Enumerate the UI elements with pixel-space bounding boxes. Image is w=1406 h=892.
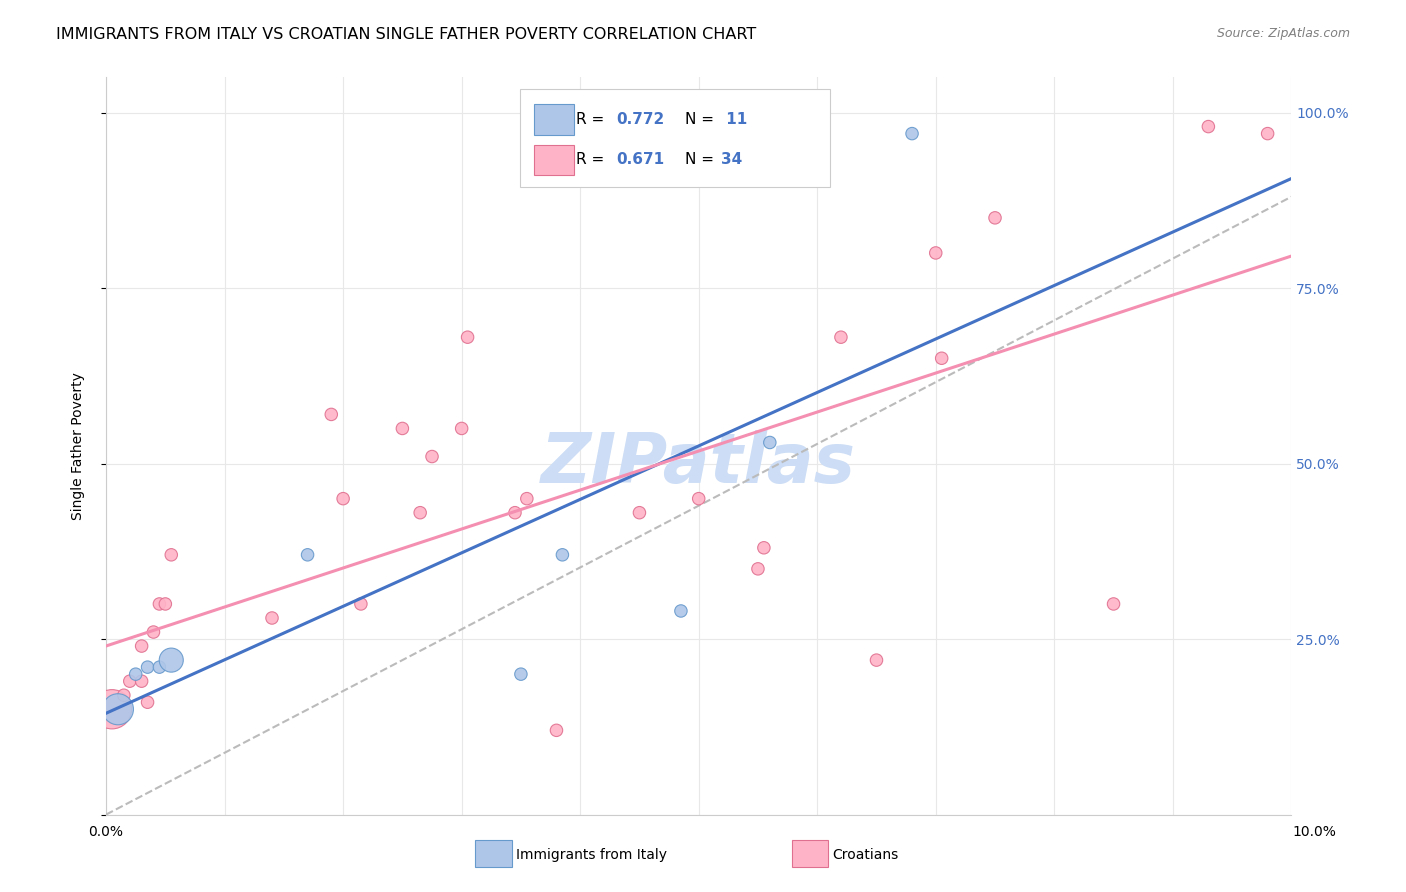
Text: ZIPatlas: ZIPatlas bbox=[541, 430, 856, 497]
Text: N =: N = bbox=[685, 153, 718, 167]
Point bbox=[830, 330, 852, 344]
Point bbox=[747, 562, 769, 576]
Point bbox=[160, 653, 183, 667]
Point bbox=[409, 506, 432, 520]
Point bbox=[391, 421, 413, 435]
Point bbox=[118, 674, 141, 689]
Point bbox=[160, 548, 183, 562]
Point bbox=[865, 653, 887, 667]
Text: IMMIGRANTS FROM ITALY VS CROATIAN SINGLE FATHER POVERTY CORRELATION CHART: IMMIGRANTS FROM ITALY VS CROATIAN SINGLE… bbox=[56, 27, 756, 42]
Point bbox=[131, 674, 153, 689]
Y-axis label: Single Father Poverty: Single Father Poverty bbox=[72, 372, 86, 520]
Text: 0.772: 0.772 bbox=[616, 112, 664, 127]
Point bbox=[260, 611, 283, 625]
Point bbox=[503, 506, 526, 520]
Point bbox=[669, 604, 692, 618]
Text: 34: 34 bbox=[721, 153, 742, 167]
Point bbox=[321, 408, 343, 422]
Point bbox=[759, 435, 782, 450]
Point bbox=[1197, 120, 1219, 134]
Point bbox=[546, 723, 568, 738]
Point bbox=[148, 597, 170, 611]
Point bbox=[509, 667, 531, 681]
Point bbox=[516, 491, 538, 506]
Text: R =: R = bbox=[576, 112, 610, 127]
Point bbox=[1257, 127, 1279, 141]
Point bbox=[1102, 597, 1125, 611]
Point bbox=[332, 491, 354, 506]
Point bbox=[925, 246, 948, 260]
Text: Croatians: Croatians bbox=[832, 847, 898, 862]
Point bbox=[350, 597, 373, 611]
Point bbox=[112, 688, 135, 702]
Point bbox=[984, 211, 1007, 225]
Text: 0.671: 0.671 bbox=[616, 153, 664, 167]
Point bbox=[420, 450, 443, 464]
Point bbox=[148, 660, 170, 674]
Point bbox=[131, 639, 153, 653]
Point bbox=[136, 695, 159, 709]
Text: Immigrants from Italy: Immigrants from Italy bbox=[516, 847, 666, 862]
Text: 0.0%: 0.0% bbox=[89, 825, 122, 839]
Point bbox=[551, 548, 574, 562]
Point bbox=[752, 541, 775, 555]
Point bbox=[155, 597, 177, 611]
Point bbox=[136, 660, 159, 674]
Text: Source: ZipAtlas.com: Source: ZipAtlas.com bbox=[1216, 27, 1350, 40]
Point bbox=[125, 667, 148, 681]
Text: R =: R = bbox=[576, 153, 610, 167]
Point bbox=[931, 351, 953, 366]
Text: N =: N = bbox=[685, 112, 718, 127]
Point bbox=[688, 491, 710, 506]
Point bbox=[297, 548, 319, 562]
Point bbox=[142, 625, 165, 640]
Point bbox=[901, 127, 924, 141]
Point bbox=[457, 330, 479, 344]
Text: 10.0%: 10.0% bbox=[1292, 825, 1337, 839]
Point bbox=[450, 421, 472, 435]
Text: 11: 11 bbox=[721, 112, 748, 127]
Point bbox=[628, 506, 651, 520]
Point bbox=[101, 702, 124, 716]
Point bbox=[107, 702, 129, 716]
